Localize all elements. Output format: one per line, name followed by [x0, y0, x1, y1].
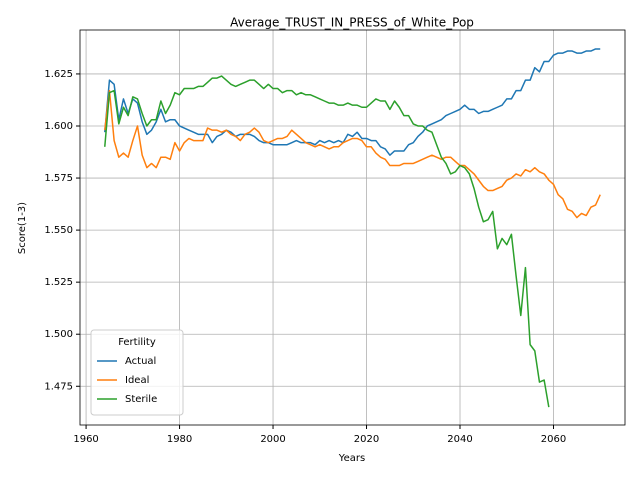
plot-frame [79, 29, 626, 426]
y-tick-label: 1.625 [44, 69, 73, 80]
y-tick-label: 1.525 [44, 277, 73, 288]
y-axis-label: Score(1-3) [17, 202, 28, 254]
x-tick-label: 1960 [73, 434, 98, 445]
legend-label: Ideal [125, 375, 149, 386]
data-line [104, 48, 601, 156]
y-tick-label: 1.500 [44, 329, 73, 340]
x-tick-label: 2000 [260, 434, 285, 445]
x-tick-label: 2040 [447, 434, 472, 445]
y-tick-label: 1.550 [44, 225, 73, 236]
x-axis-label: Years [338, 453, 365, 464]
x-tick-label: 1980 [167, 434, 192, 445]
data-line [104, 89, 601, 219]
legend-label: Actual [125, 356, 156, 367]
data-line [104, 75, 550, 408]
legend-label: Sterile [125, 394, 157, 405]
y-tick-label: 1.475 [44, 381, 73, 392]
chart-title: Average_TRUST_IN_PRESS_of_White_Pop [230, 16, 474, 30]
x-tick-label: 2060 [541, 434, 566, 445]
x-tick-label: 2020 [354, 434, 379, 445]
legend-title: Fertility [118, 337, 156, 348]
legend-box [90, 329, 184, 416]
y-tick-label: 1.600 [44, 121, 73, 132]
y-tick-label: 1.575 [44, 173, 73, 184]
